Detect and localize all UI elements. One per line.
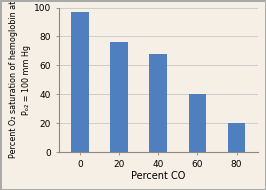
Bar: [228, 123, 245, 152]
X-axis label: Percent CO: Percent CO: [131, 171, 185, 181]
Bar: [71, 12, 89, 152]
Bar: [189, 94, 206, 152]
Bar: [110, 42, 128, 152]
Bar: [149, 54, 167, 152]
Y-axis label: Percent O₂ saturation of hemoglobin at
Pₒ₂ = 100 mm Hg: Percent O₂ saturation of hemoglobin at P…: [9, 1, 31, 158]
